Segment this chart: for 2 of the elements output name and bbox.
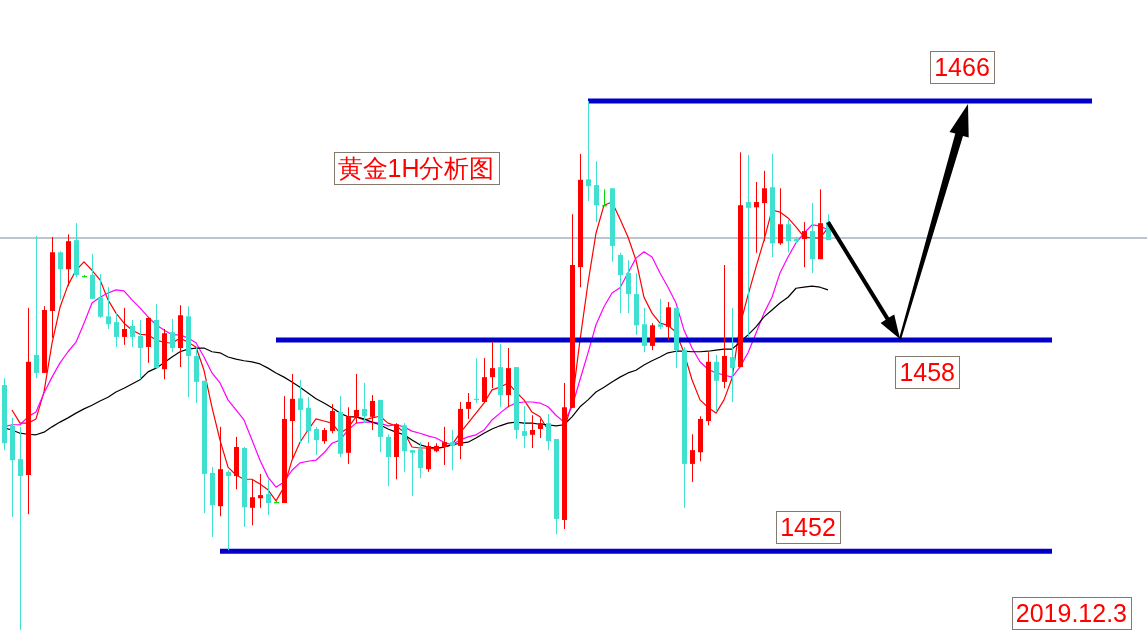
title: 黄金1H分析图: [334, 152, 500, 185]
annotation: 2019.12.3: [1012, 597, 1132, 630]
